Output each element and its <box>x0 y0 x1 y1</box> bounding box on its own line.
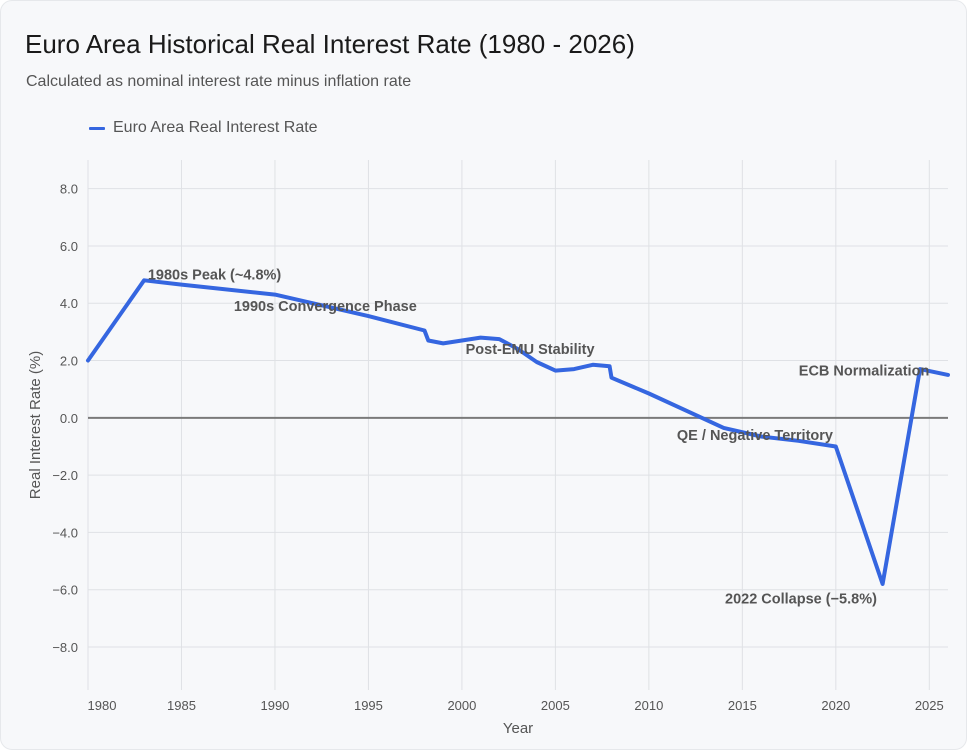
x-tick-label: 1980 <box>88 698 117 713</box>
chart-legend[interactable]: Euro Area Real Interest Rate <box>89 119 318 137</box>
y-tick-label: −6.0 <box>52 583 78 598</box>
x-tick-label: 2010 <box>634 698 663 713</box>
x-tick-label: 1995 <box>354 698 383 713</box>
x-tick-label: 2005 <box>541 698 570 713</box>
y-tick-label: 2.0 <box>60 354 78 369</box>
annotation-label: 1980s Peak (~4.8%) <box>148 268 282 284</box>
chart-subtitle: Calculated as nominal interest rate minu… <box>26 73 412 90</box>
annotation-label: ECB Normalization <box>799 364 930 380</box>
x-axis-title: Year <box>503 720 533 737</box>
y-tick-label: −4.0 <box>52 525 78 540</box>
x-tick-label: 2015 <box>728 698 757 713</box>
x-tick-label: 2000 <box>447 698 476 713</box>
legend-label: Euro Area Real Interest Rate <box>113 119 318 136</box>
annotation-label: 1990s Convergence Phase <box>234 299 417 315</box>
x-tick-label: 2020 <box>821 698 850 713</box>
y-axis-title: Real Interest Rate (%) <box>27 351 44 499</box>
y-tick-label: 0.0 <box>60 411 78 426</box>
annotation-label: QE / Negative Territory <box>677 428 833 444</box>
series-line <box>86 278 950 586</box>
y-tick-label: 4.0 <box>60 296 78 311</box>
y-tick-label: −2.0 <box>52 468 78 483</box>
x-tick-label: 1990 <box>260 698 289 713</box>
annotation-label: Post-EMU Stability <box>466 342 595 358</box>
legend-swatch <box>89 126 105 130</box>
y-tick-label: 6.0 <box>60 239 78 254</box>
annotation-label: 2022 Collapse (−5.8%) <box>725 591 877 607</box>
y-tick-label: −8.0 <box>52 640 78 655</box>
x-tick-label: 1985 <box>167 698 196 713</box>
chart-title: Euro Area Historical Real Interest Rate … <box>25 29 635 59</box>
y-tick-label: 8.0 <box>60 182 78 197</box>
x-tick-label: 2025 <box>915 698 944 713</box>
